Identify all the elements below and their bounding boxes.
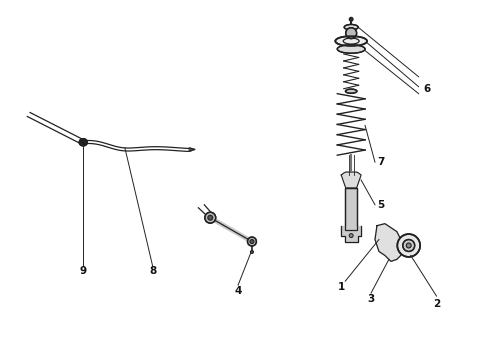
- Circle shape: [349, 18, 353, 21]
- Polygon shape: [375, 224, 405, 261]
- Circle shape: [250, 251, 253, 253]
- Text: 3: 3: [368, 294, 375, 304]
- Text: 2: 2: [433, 299, 440, 309]
- Circle shape: [346, 28, 357, 39]
- Ellipse shape: [79, 139, 87, 145]
- Ellipse shape: [344, 24, 358, 30]
- Bar: [345, 188, 357, 230]
- Circle shape: [81, 140, 85, 144]
- Polygon shape: [341, 172, 361, 188]
- Circle shape: [397, 234, 420, 257]
- Ellipse shape: [337, 45, 365, 53]
- Text: 5: 5: [377, 200, 385, 210]
- Text: 1: 1: [338, 282, 345, 292]
- Circle shape: [403, 239, 415, 251]
- Circle shape: [406, 243, 411, 248]
- Polygon shape: [341, 226, 361, 242]
- Text: 8: 8: [149, 266, 156, 276]
- Text: 6: 6: [423, 84, 430, 94]
- Bar: [345, 188, 357, 230]
- Circle shape: [205, 212, 216, 223]
- Circle shape: [250, 239, 254, 243]
- Text: 4: 4: [234, 286, 242, 296]
- Circle shape: [349, 234, 353, 238]
- Text: 7: 7: [377, 157, 385, 167]
- Polygon shape: [190, 148, 195, 151]
- Ellipse shape: [335, 36, 367, 46]
- Ellipse shape: [345, 89, 357, 93]
- Circle shape: [208, 215, 213, 220]
- Circle shape: [247, 237, 256, 246]
- Text: 9: 9: [80, 266, 87, 276]
